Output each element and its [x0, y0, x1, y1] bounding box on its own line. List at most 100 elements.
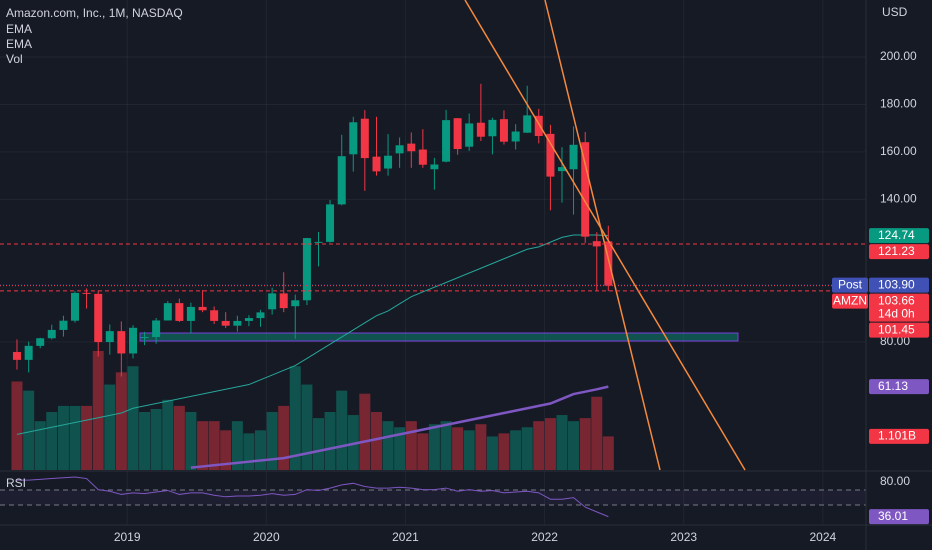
price-label: 103.66	[878, 293, 915, 307]
volume-bar	[81, 405, 93, 470]
y-tick-label: 160.00	[880, 144, 917, 158]
candle-body	[140, 337, 149, 339]
candle-body	[152, 320, 161, 338]
candle-body	[349, 122, 358, 155]
candle-body	[395, 145, 404, 154]
candle-body	[82, 292, 91, 294]
volume-bar	[23, 390, 35, 470]
candle-body	[476, 122, 485, 137]
volume-bar	[127, 366, 139, 470]
x-tick-label: 2019	[114, 530, 141, 544]
volume-bar	[591, 396, 603, 470]
legend-entry: EMA	[6, 22, 32, 36]
price-label-bg	[869, 244, 929, 260]
ema-line	[190, 385, 609, 469]
volume-bar	[336, 390, 348, 470]
candle-body	[453, 118, 462, 150]
candle-body	[418, 149, 427, 165]
candle-body	[499, 119, 508, 142]
volume-bar	[197, 421, 209, 470]
price-label-bg	[869, 228, 929, 244]
candle-body	[24, 345, 33, 360]
candle-body	[175, 303, 184, 321]
volume-bar	[452, 427, 464, 470]
candle-body	[604, 241, 613, 286]
price-label-bg	[869, 379, 929, 395]
volume-bar	[243, 433, 255, 470]
candle-body	[94, 293, 103, 343]
candle-body	[163, 303, 172, 321]
candle-body	[442, 120, 451, 162]
volume-label-bg	[869, 428, 929, 444]
volume-bar	[428, 424, 440, 470]
volume-bar	[139, 412, 151, 470]
price-label-bg	[869, 277, 929, 293]
price-label-bg	[869, 293, 929, 322]
candle-body	[534, 115, 543, 137]
volume-bar	[312, 418, 324, 470]
volume-bar	[440, 421, 452, 470]
volume-bar	[57, 405, 69, 470]
volume-bar	[220, 430, 232, 470]
volume-bar	[254, 430, 266, 470]
volume-bar	[208, 421, 220, 470]
candle-body	[326, 204, 335, 242]
candle-body	[314, 241, 323, 243]
candle-body	[70, 292, 79, 321]
volume-bar	[359, 393, 371, 470]
legend-entry: Vol	[6, 52, 23, 66]
x-tick-label: 2022	[531, 530, 558, 544]
rsi-band	[0, 490, 866, 505]
volume-bar	[521, 427, 533, 470]
volume-bar	[46, 412, 58, 470]
support-zone	[139, 332, 739, 342]
volume-bar	[371, 412, 383, 470]
candle-body	[523, 115, 532, 133]
price-label: 61.13	[878, 379, 908, 393]
candle-body	[129, 327, 138, 354]
volume-bar	[162, 399, 174, 470]
price-label: 101.45	[878, 322, 915, 336]
candle-body	[337, 156, 346, 205]
y-tick-label: 180.00	[880, 97, 917, 111]
candle-body	[186, 306, 195, 321]
chart-title: Amazon.com, Inc., 1M, NASDAQ	[6, 6, 183, 20]
volume-bar	[104, 384, 116, 470]
volume-bar	[115, 372, 127, 470]
candle-body	[36, 338, 45, 346]
candle-body	[372, 156, 381, 172]
candle-body	[557, 167, 566, 172]
rsi-tick-label: 80.00	[880, 474, 910, 488]
rsi-label: 36.01	[878, 509, 908, 523]
volume-bar	[324, 412, 336, 470]
volume-bar	[405, 421, 417, 470]
ema-line	[16, 234, 609, 435]
volume-bar	[150, 408, 162, 470]
candle-body	[384, 155, 393, 169]
rsi-label-bg	[869, 509, 929, 525]
trend-line	[464, 0, 746, 471]
volume-bar	[475, 424, 487, 470]
volume-bar	[382, 421, 394, 470]
price-tag: AMZN	[833, 293, 867, 307]
volume-bar	[394, 427, 406, 470]
volume-bar	[278, 405, 290, 470]
legend-entry: EMA	[6, 37, 32, 51]
price-tag-bg	[832, 277, 868, 293]
candle-body	[546, 133, 555, 177]
candle-body	[256, 312, 265, 319]
price-tag-bg	[832, 293, 868, 309]
volume-bar	[463, 430, 475, 470]
candle-body	[117, 331, 126, 354]
price-label-bg	[869, 322, 929, 338]
currency: USD	[882, 5, 908, 19]
candle-body	[244, 318, 253, 321]
volume-bar	[231, 421, 243, 470]
price-label-sub: 14d 0h	[878, 306, 915, 320]
price-label: 124.74	[878, 228, 915, 242]
x-tick-label: 2023	[670, 530, 697, 544]
candle-body	[47, 329, 56, 339]
candle-body	[569, 144, 578, 170]
